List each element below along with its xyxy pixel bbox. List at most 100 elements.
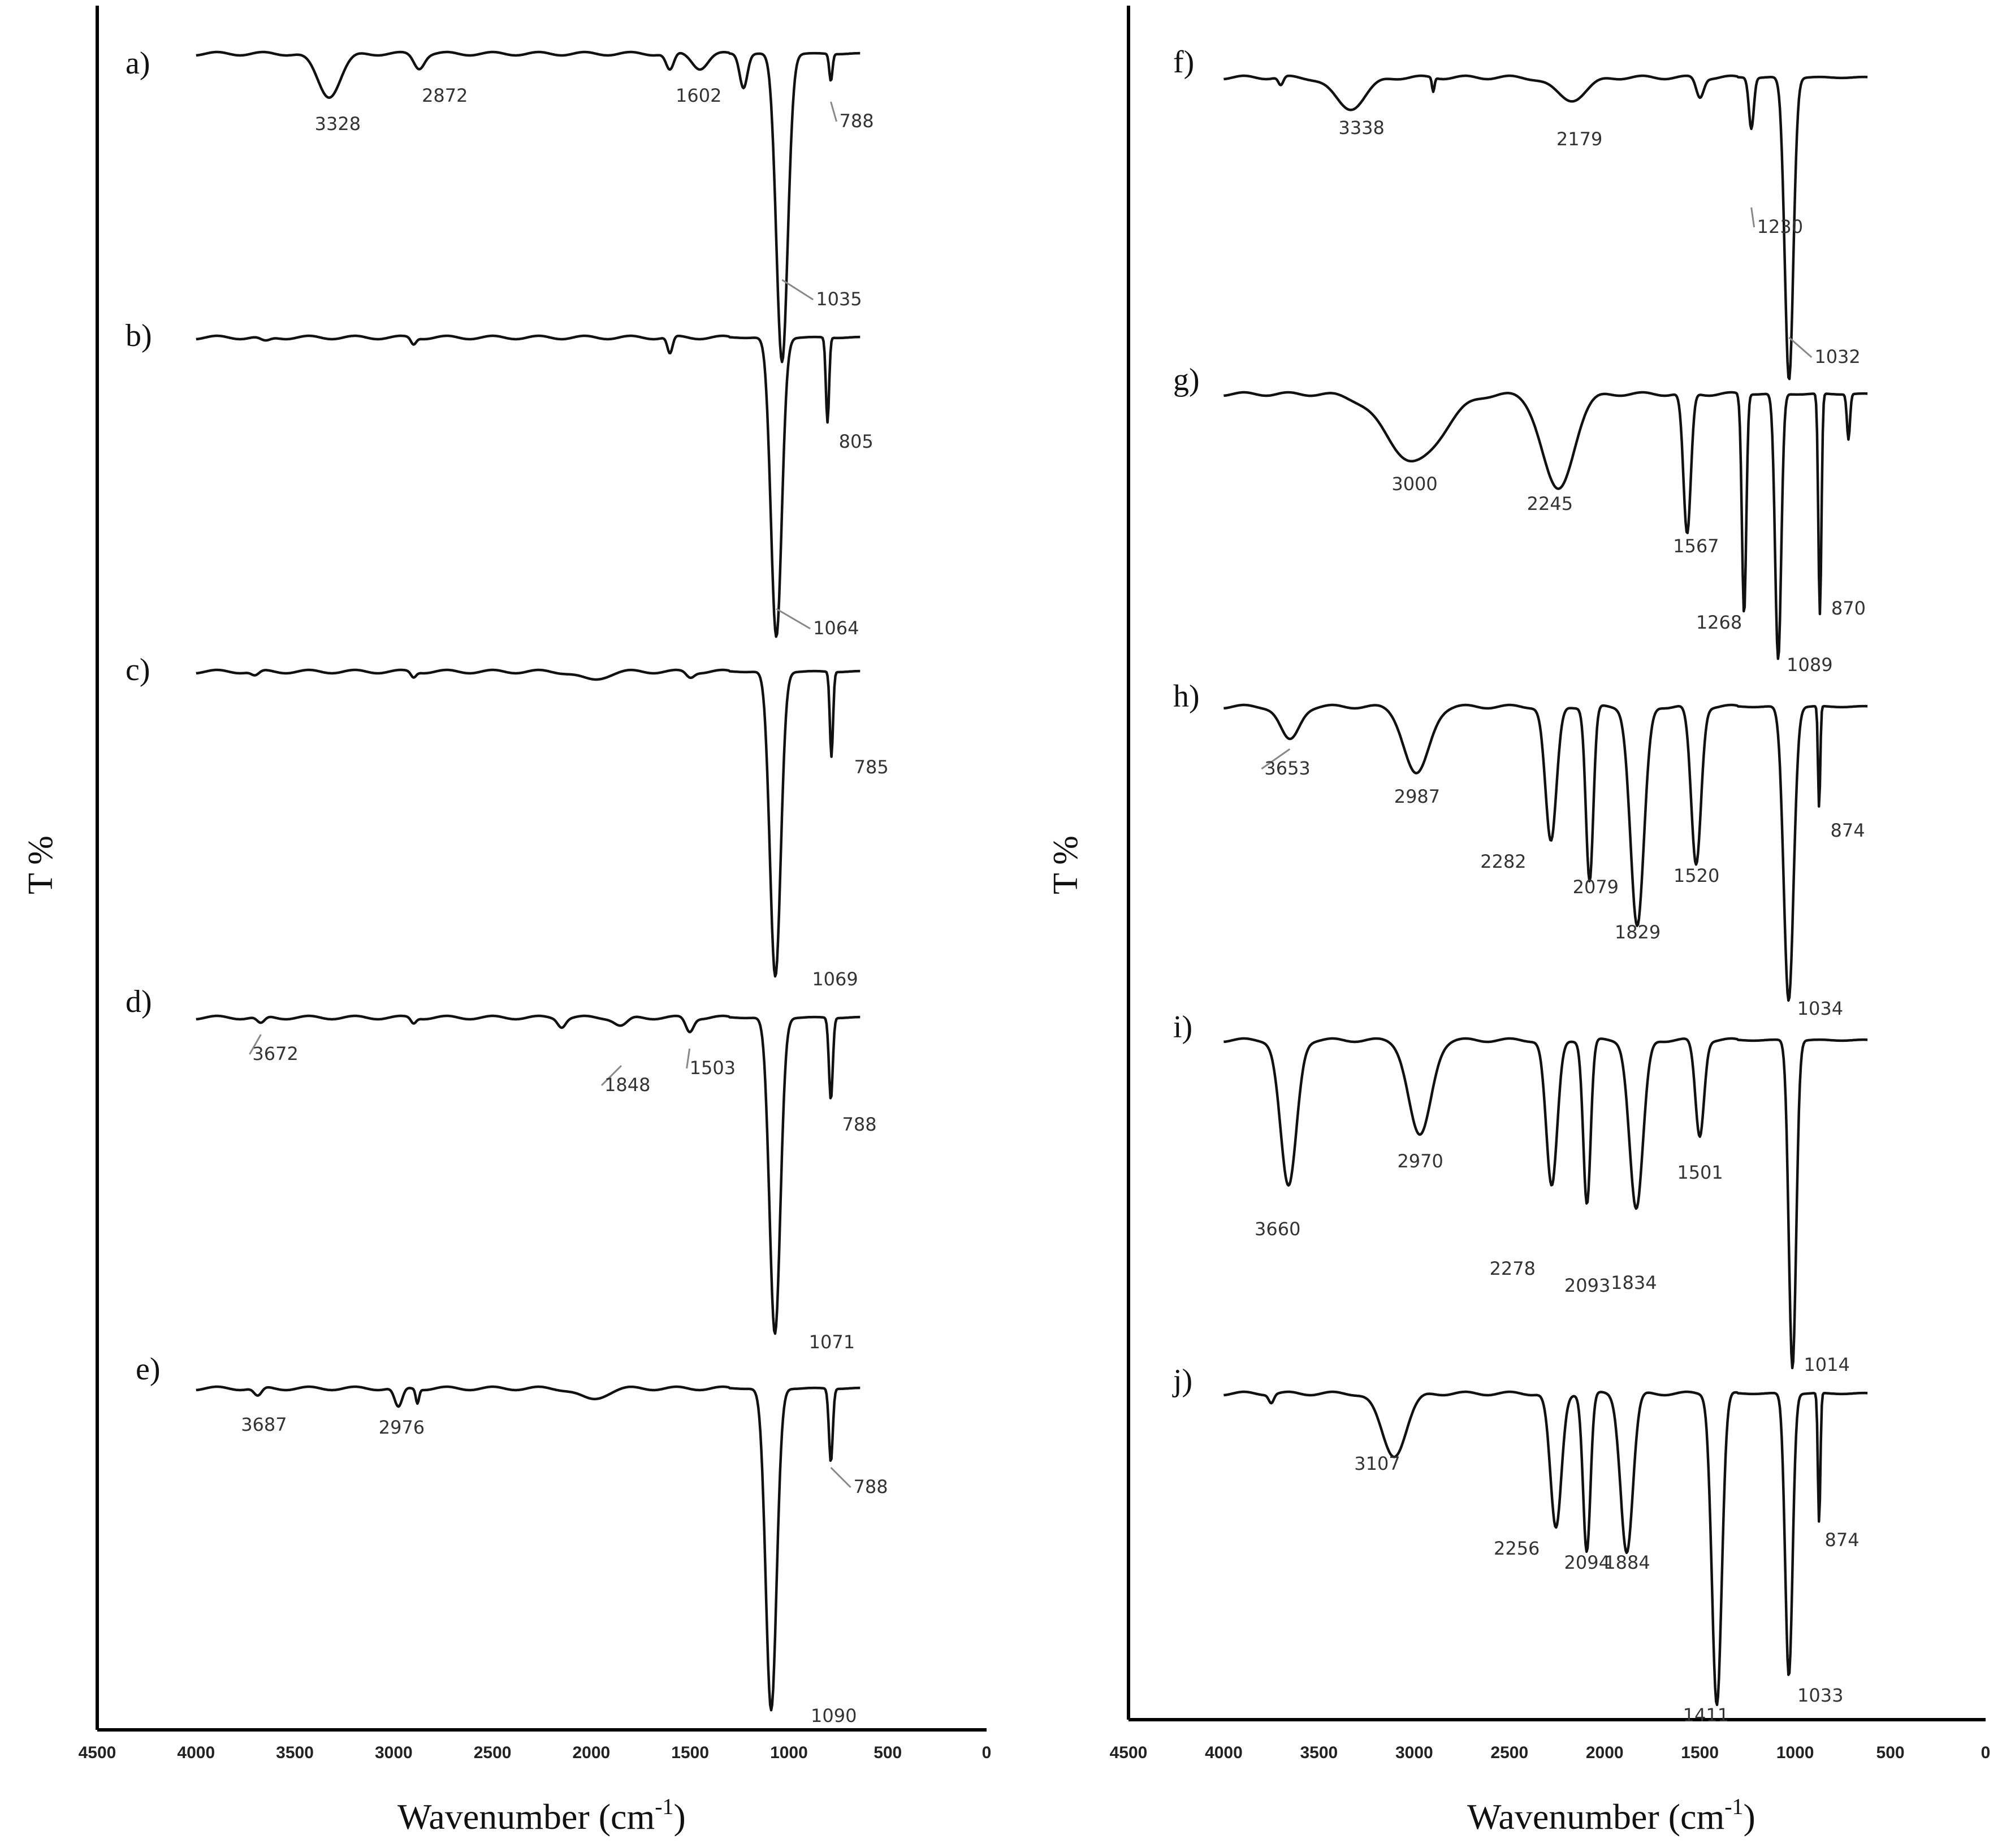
x-tick-label: 3000 xyxy=(1395,1743,1433,1762)
x-tick-label: 4000 xyxy=(177,1743,215,1762)
peak-leader-line xyxy=(830,1466,851,1488)
peak-leader-line xyxy=(830,101,837,122)
spectrum-line xyxy=(1223,74,1868,380)
peak-label: 1268 xyxy=(1696,612,1742,633)
peak-label: 1064 xyxy=(813,617,859,639)
peak-label: 1071 xyxy=(809,1331,855,1353)
peak-label: 3107 xyxy=(1354,1453,1400,1474)
x-tick-label: 1000 xyxy=(1776,1743,1814,1762)
peak-label: 1829 xyxy=(1615,921,1661,943)
right-y-axis-label: T % xyxy=(1047,836,1085,894)
peak-label: 1034 xyxy=(1797,998,1843,1019)
left-y-axis-label: T % xyxy=(21,836,60,894)
peak-label: 1033 xyxy=(1797,1685,1843,1706)
spectrum-line xyxy=(196,334,861,638)
peak-label: 788 xyxy=(842,1114,877,1135)
peak-label: 1032 xyxy=(1814,346,1860,367)
x-tick-label: 500 xyxy=(874,1743,902,1762)
x-tick-label: 2000 xyxy=(1586,1743,1624,1762)
x-tick-label: 2500 xyxy=(474,1743,512,1762)
peak-label: 1501 xyxy=(1677,1162,1723,1183)
x-tick-label: 2500 xyxy=(1490,1743,1528,1762)
peak-label: 874 xyxy=(1825,1529,1860,1551)
x-tick-label: 500 xyxy=(1876,1743,1905,1762)
peak-label: 2094 xyxy=(1564,1552,1610,1573)
peak-label: 1230 xyxy=(1757,216,1803,237)
peak-label: 2282 xyxy=(1480,851,1526,872)
x-tick-label: 4500 xyxy=(79,1743,116,1762)
peak-label: 2093 xyxy=(1564,1275,1610,1296)
peak-label: 1069 xyxy=(812,968,858,990)
peak-label: 1411 xyxy=(1683,1704,1729,1726)
panel-label: j) xyxy=(1172,1363,1192,1398)
spectrum-line xyxy=(1223,1037,1868,1370)
peak-label: 1090 xyxy=(811,1705,857,1726)
left-x-ticks: 4500 4000 3500 3000 2500 2000 1500 1000 500 0 xyxy=(79,1743,992,1762)
x-tick-label: 4000 xyxy=(1205,1743,1243,1762)
spectrum-line xyxy=(196,1014,861,1335)
peak-leader-line xyxy=(249,1034,262,1055)
right-chart: T % 4500 4000 3500 3000 2500 2000 1500 1000 500 0… xyxy=(1047,6,1990,1837)
peak-label: 1503 xyxy=(690,1057,736,1079)
peak-leader-line xyxy=(781,279,814,301)
peak-leader-line xyxy=(1788,336,1813,358)
peak-label: 3653 xyxy=(1264,758,1310,779)
right-x-ticks: 4500 4000 3500 3000 2500 2000 1500 1000 500 0 xyxy=(1110,1743,1991,1762)
peak-leader-line xyxy=(776,608,811,630)
panel-label: b) xyxy=(126,318,152,353)
spectrum-line xyxy=(196,50,861,363)
peak-label: 2278 xyxy=(1490,1258,1536,1279)
right-spectra: f) 3338 2179 1230 1032 g) 3000 2245 1567 1268 870 1… xyxy=(1172,45,1868,1726)
spectrum-line xyxy=(196,1385,861,1712)
spectrum-line xyxy=(1223,703,1868,1002)
peak-label: 788 xyxy=(854,1476,888,1498)
peak-label: 3328 xyxy=(315,113,361,135)
x-tick-label: 3500 xyxy=(1300,1743,1338,1762)
peak-label: 2256 xyxy=(1494,1538,1540,1559)
x-tick-label: 0 xyxy=(982,1743,992,1762)
peak-leader-line xyxy=(1750,207,1755,228)
peak-label: 788 xyxy=(840,110,874,132)
peak-label: 1567 xyxy=(1673,535,1719,557)
peak-label: 1035 xyxy=(816,288,862,310)
x-tick-label: 4500 xyxy=(1110,1743,1148,1762)
x-tick-label: 3500 xyxy=(276,1743,314,1762)
peak-label: 1014 xyxy=(1804,1354,1849,1375)
peak-label: 1520 xyxy=(1674,865,1719,886)
panel-label: d) xyxy=(126,984,152,1019)
panel-label: h) xyxy=(1173,679,1200,714)
peak-label: 2179 xyxy=(1556,128,1602,150)
peak-label: 3672 xyxy=(252,1043,298,1064)
left-x-axis-title: Wavenumber (cm-1) xyxy=(397,1794,686,1837)
peak-label: 785 xyxy=(854,756,889,778)
peak-label: 3687 xyxy=(241,1414,287,1435)
peak-label: 3000 xyxy=(1391,473,1437,495)
panel-label: g) xyxy=(1173,362,1200,397)
peak-label: 2245 xyxy=(1527,493,1573,514)
peak-label: 1834 xyxy=(1611,1272,1657,1293)
x-tick-label: 2000 xyxy=(573,1743,611,1762)
peak-leader-line xyxy=(686,1048,691,1069)
left-chart: T % 4500 4000 3500 3000 2500 2000 1500 1000 500 0… xyxy=(21,6,991,1837)
peak-label: 2970 xyxy=(1397,1150,1443,1172)
x-tick-label: 1000 xyxy=(770,1743,808,1762)
peak-label: 2872 xyxy=(422,85,468,106)
peak-leader-line xyxy=(600,1064,622,1087)
panel-label: i) xyxy=(1173,1010,1192,1045)
x-tick-label: 3000 xyxy=(375,1743,413,1762)
panel-label: f) xyxy=(1173,45,1194,80)
spectrum-line xyxy=(1223,391,1868,660)
peak-label: 3338 xyxy=(1338,117,1384,139)
right-x-axis-title: Wavenumber (cm-1) xyxy=(1467,1794,1755,1837)
peak-label: 805 xyxy=(839,431,874,452)
panel-label: e) xyxy=(136,1352,161,1387)
peak-label: 874 xyxy=(1831,820,1865,841)
peak-label: 1089 xyxy=(1787,654,1832,676)
x-tick-label: 1500 xyxy=(1681,1743,1719,1762)
spectrum-line xyxy=(1223,1390,1868,1707)
peak-label: 2976 xyxy=(379,1417,425,1438)
left-spectra: a) 3328 2872 1602 788 1035 b) 805 1064 c) 785 1069 d… xyxy=(126,46,889,1726)
x-tick-label: 0 xyxy=(1981,1743,1991,1762)
peak-label: 1602 xyxy=(676,85,721,106)
